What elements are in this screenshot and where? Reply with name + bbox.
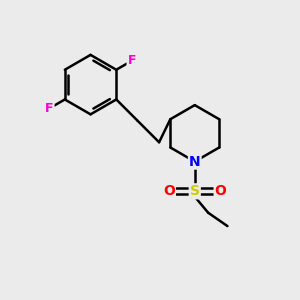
Text: F: F (45, 102, 54, 115)
Text: F: F (128, 54, 136, 67)
Text: S: S (190, 184, 200, 198)
Text: N: N (189, 154, 201, 169)
Text: O: O (215, 184, 226, 198)
Text: O: O (163, 184, 175, 198)
